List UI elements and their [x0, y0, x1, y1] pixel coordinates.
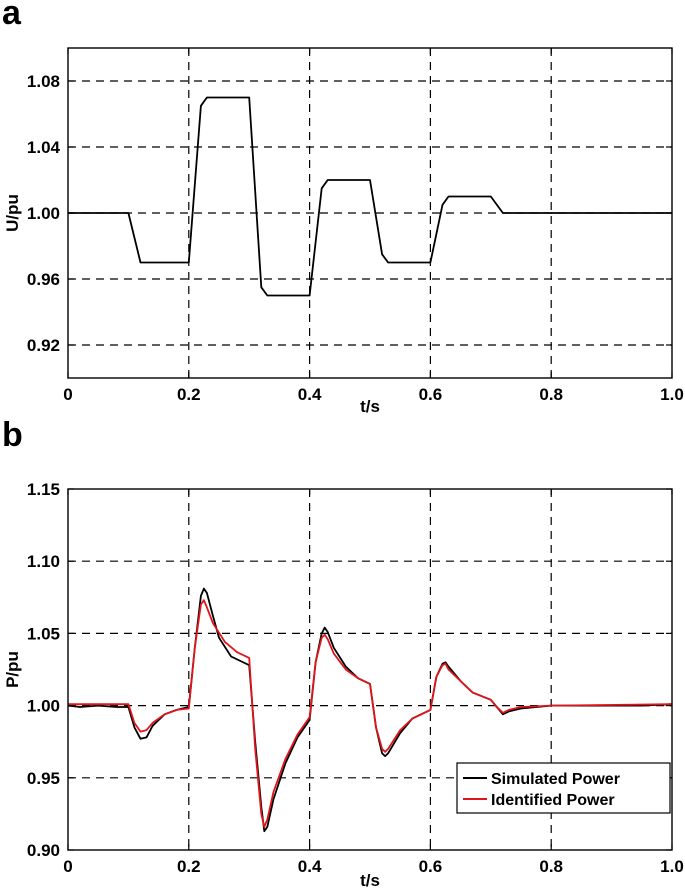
x-tick-label: 0 — [63, 857, 72, 876]
y-axis-label: U/pu — [3, 194, 22, 232]
x-tick-label: 0.2 — [177, 857, 201, 876]
series-line-b-identified-power — [68, 599, 673, 828]
x-tick-label: 0.6 — [419, 857, 443, 876]
y-tick-label: 1.10 — [27, 552, 60, 571]
y-tick-label: 0.90 — [27, 841, 60, 860]
y-tick-label: 1.08 — [27, 72, 60, 91]
y-tick-label: 1.15 — [27, 480, 60, 499]
x-tick-label: 0.6 — [419, 385, 443, 404]
x-axis-label: t/s — [360, 871, 380, 890]
panel-label-a: a — [2, 0, 21, 32]
legend: Simulated Power Identified Power — [456, 762, 671, 814]
x-tick-label: 0.4 — [298, 385, 322, 404]
x-tick-label: 1.0 — [660, 857, 684, 876]
y-tick-label: 1.00 — [27, 697, 60, 716]
grid-lines-a — [68, 48, 672, 378]
x-tick-label: 0 — [63, 385, 72, 404]
y-tick-label: 0.92 — [27, 336, 60, 355]
legend-box — [456, 762, 671, 814]
y-tick-label: 1.04 — [27, 138, 61, 157]
series-line-a-voltage — [68, 96, 672, 297]
y-tick-label: 0.95 — [27, 769, 60, 788]
legend-label: Identified Power — [491, 792, 615, 809]
panel-label-b: b — [2, 416, 23, 454]
x-tick-label: 0.8 — [539, 857, 563, 876]
y-axis-label: P/pu — [3, 651, 22, 688]
plot-frame-b — [67, 488, 673, 851]
x-tick-label: 0.2 — [177, 385, 201, 404]
x-tick-label: 0.4 — [298, 857, 322, 876]
x-axis-label: t/s — [360, 397, 380, 416]
x-tick-label: 0.8 — [539, 385, 563, 404]
x-tick-label: 1.0 — [660, 385, 684, 404]
y-tick-label: 1.00 — [27, 204, 60, 223]
legend-label: Simulated Power — [491, 771, 620, 788]
y-tick-label: 1.05 — [27, 624, 60, 643]
y-tick-label: 0.96 — [27, 270, 60, 289]
